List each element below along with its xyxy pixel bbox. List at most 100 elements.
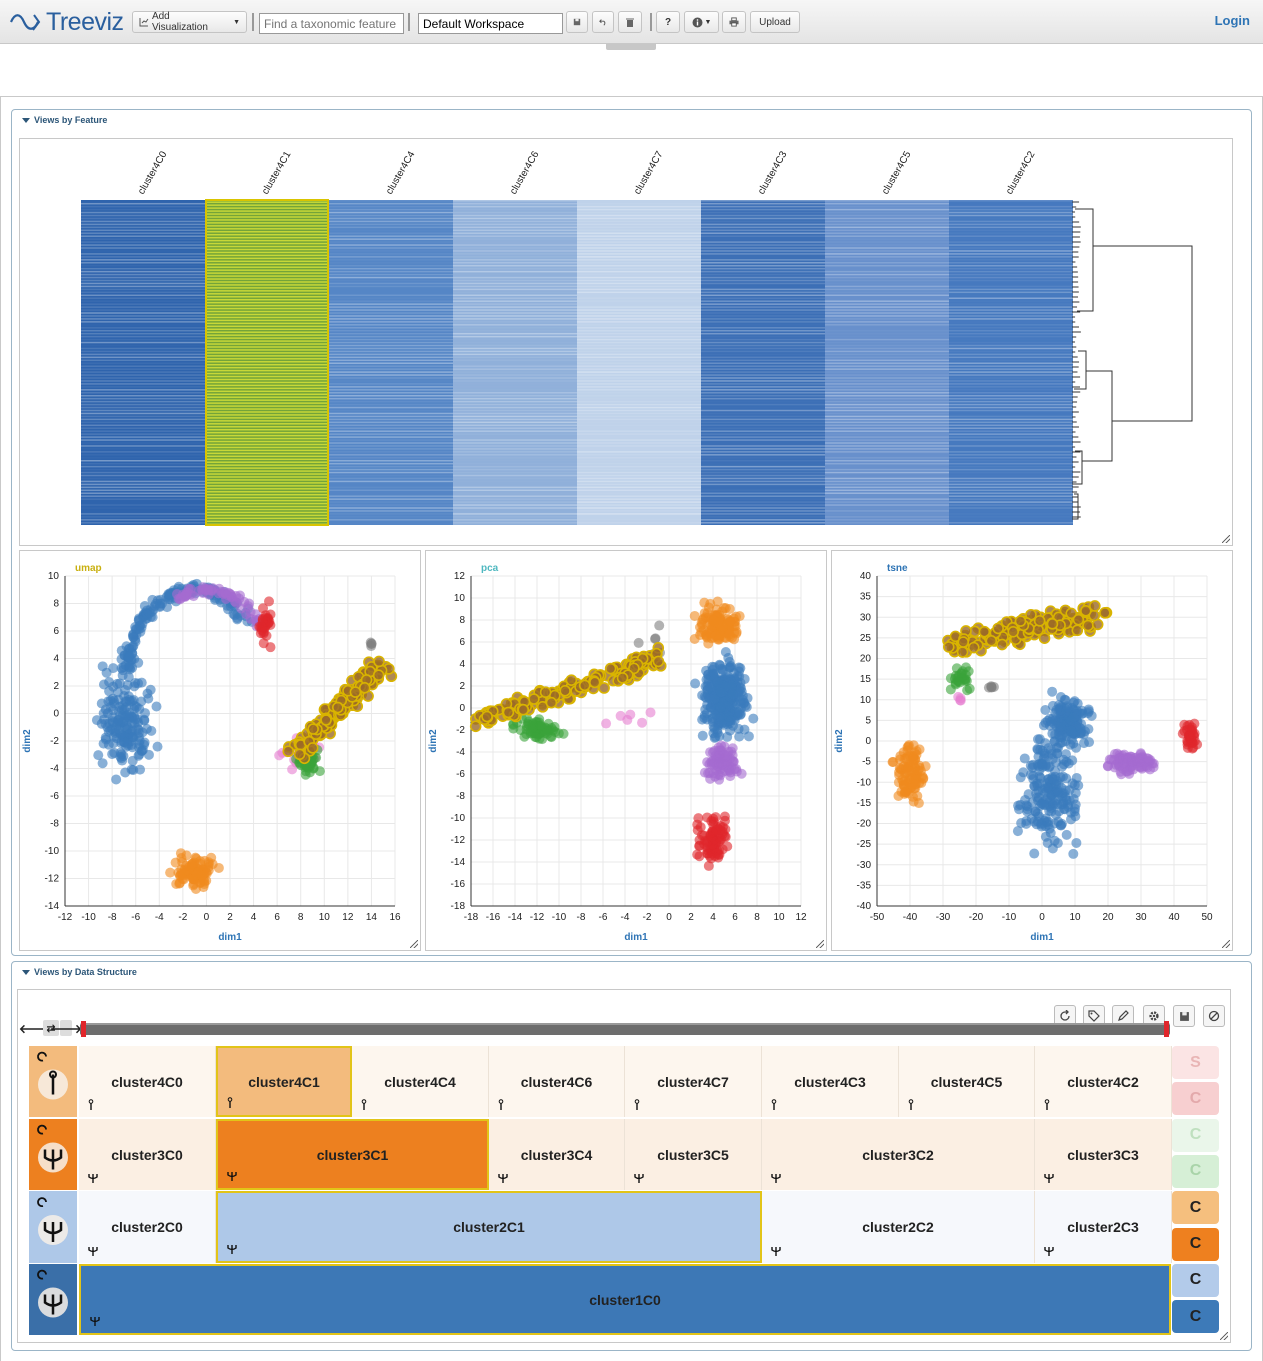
highlighted-point[interactable] [1014, 615, 1027, 627]
data-point[interactable] [1038, 797, 1049, 808]
highlighted-point[interactable] [1099, 607, 1111, 619]
clear-tool-button[interactable] [1203, 1005, 1225, 1027]
data-point[interactable] [1121, 752, 1132, 763]
data-point[interactable] [718, 602, 729, 613]
data-point[interactable] [143, 749, 154, 760]
data-point[interactable] [1055, 721, 1066, 732]
data-point[interactable] [1131, 752, 1142, 763]
data-point[interactable] [366, 641, 377, 652]
data-point[interactable] [206, 585, 217, 596]
data-point[interactable] [986, 681, 997, 692]
data-points[interactable] [887, 600, 1203, 859]
level3-icon[interactable] [29, 1119, 77, 1190]
highlighted-point[interactable] [481, 710, 493, 723]
icicle-cell-cluster4C1[interactable]: cluster4C1 [216, 1046, 352, 1117]
data-point[interactable] [1047, 843, 1058, 854]
feature-search-input[interactable] [259, 13, 404, 34]
resize-handle[interactable] [816, 940, 824, 948]
data-point[interactable] [135, 626, 146, 637]
level1-icon[interactable] [29, 1264, 77, 1335]
data-point[interactable] [699, 767, 710, 778]
data-point[interactable] [615, 710, 626, 721]
data-point[interactable] [140, 708, 151, 719]
data-point[interactable] [97, 661, 108, 672]
icicle-cell-cluster4C4[interactable]: cluster4C4 [352, 1046, 489, 1117]
data-point[interactable] [645, 707, 656, 718]
data-point[interactable] [1145, 764, 1156, 775]
help-button[interactable]: ? [656, 11, 680, 33]
data-point[interactable] [1023, 789, 1034, 800]
data-point[interactable] [707, 827, 718, 838]
data-point[interactable] [728, 756, 739, 767]
heatmap-column-label[interactable]: cluster4C4 [384, 149, 418, 196]
highlighted-point[interactable] [956, 646, 969, 658]
data-point[interactable] [134, 749, 145, 760]
data-point[interactable] [700, 704, 711, 715]
icicle-cell-cluster3C5[interactable]: cluster3C5 [625, 1119, 762, 1190]
level2-icon[interactable] [29, 1191, 77, 1263]
highlighted-point[interactable] [539, 686, 552, 699]
data-point[interactable] [650, 633, 661, 644]
data-point[interactable] [1143, 753, 1154, 764]
highlighted-point[interactable] [502, 706, 515, 719]
data-point[interactable] [1012, 826, 1023, 837]
data-point[interactable] [1179, 719, 1190, 730]
data-point[interactable] [116, 729, 127, 740]
data-point[interactable] [104, 686, 115, 697]
highlighted-point[interactable] [1080, 605, 1092, 617]
highlighted-point[interactable] [942, 641, 955, 653]
data-point[interactable] [625, 709, 636, 720]
highlighted-point[interactable] [559, 685, 571, 697]
data-point[interactable] [134, 739, 145, 750]
tsne-chart[interactable]: -50 -40 -30 -20 -10 0 10 20 30 40 5040353025201510… [832, 551, 1232, 950]
data-point[interactable] [1050, 766, 1061, 777]
highlighted-point[interactable] [588, 676, 601, 689]
data-point[interactable] [697, 730, 708, 741]
data-point[interactable] [154, 598, 165, 609]
data-point[interactable] [1083, 704, 1094, 715]
data-point[interactable] [1019, 753, 1030, 764]
data-point[interactable] [203, 865, 214, 876]
data-point[interactable] [707, 835, 718, 846]
data-point[interactable] [1021, 815, 1032, 826]
save-tool-button[interactable] [1173, 1005, 1195, 1027]
data-point[interactable] [123, 723, 134, 734]
level4-icon[interactable] [29, 1046, 77, 1117]
delete-workspace-button[interactable] [618, 11, 642, 33]
data-point[interactable] [223, 587, 234, 598]
color-group-button[interactable]: C [1172, 1118, 1219, 1152]
data-point[interactable] [515, 725, 526, 736]
highlighted-point[interactable] [1033, 615, 1046, 627]
data-point[interactable] [733, 662, 744, 673]
data-point[interactable] [654, 620, 665, 631]
color-group-button[interactable]: C [1172, 1263, 1219, 1297]
highlighted-point[interactable] [598, 682, 610, 694]
highlighted-point[interactable] [578, 679, 591, 692]
data-point[interactable] [735, 696, 746, 707]
data-point[interactable] [897, 774, 908, 785]
data-point[interactable] [1035, 744, 1046, 755]
icicle-cell-cluster4C6[interactable]: cluster4C6 [489, 1046, 625, 1117]
data-points[interactable] [91, 578, 398, 895]
data-point[interactable] [104, 676, 115, 687]
swap-direction-button[interactable]: ⇄ [43, 1020, 59, 1036]
heatmap-column-cluster4C5[interactable] [825, 200, 949, 525]
data-point[interactable] [1055, 820, 1066, 831]
data-point[interactable] [165, 867, 176, 878]
data-point[interactable] [725, 715, 736, 726]
data-point[interactable] [731, 766, 742, 777]
data-point[interactable] [1128, 764, 1139, 775]
data-point[interactable] [1067, 755, 1078, 766]
data-point[interactable] [1056, 732, 1067, 743]
range-slider-right-handle[interactable] [1164, 1021, 1169, 1037]
data-point[interactable] [107, 716, 118, 727]
data-point[interactable] [228, 608, 239, 619]
pca-chart[interactable]: -18 -16 -14 -12 -10 -8 -6 -4 -2 0 2 4 6 8 10 12 12 10 8 6 4 2… [426, 551, 826, 950]
icicle-cell-cluster2C1[interactable]: cluster2C1 [216, 1191, 762, 1263]
highlighted-point[interactable] [1089, 600, 1101, 612]
data-point[interactable] [93, 750, 104, 761]
data-point[interactable] [187, 858, 198, 869]
add-visualization-button[interactable]: Add Visualization ▼ [132, 11, 247, 33]
highlighted-point[interactable] [372, 669, 385, 682]
treeviz-logo[interactable]: Treeviz [10, 8, 124, 36]
